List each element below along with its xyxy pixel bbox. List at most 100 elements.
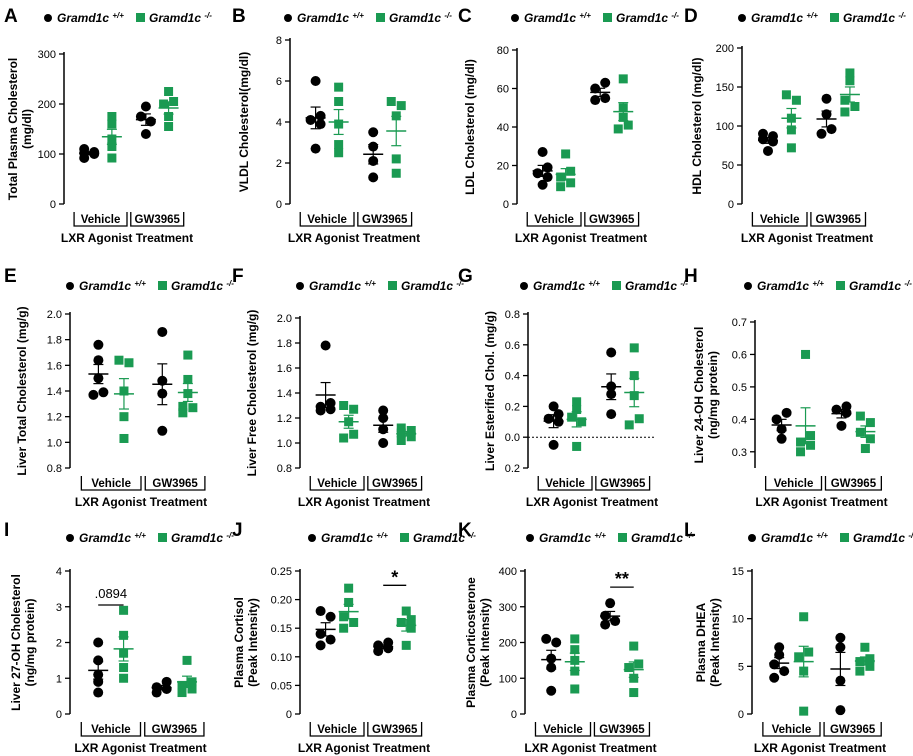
data-point-ko-vehicle	[349, 617, 359, 627]
data-point-ko-gw3965	[860, 444, 870, 454]
group-label-gw3965: GW3965	[372, 724, 418, 736]
legend-ko-label: Gramd1c -/-	[625, 279, 688, 293]
data-point-wt-gw3965	[600, 619, 611, 630]
legend-ko-label: Gramd1c -/-	[843, 11, 906, 25]
data-point-ko-vehicle	[556, 172, 566, 182]
data-point-ko-gw3965	[386, 97, 396, 106]
data-point-wt-gw3965	[816, 128, 827, 139]
data-point-wt-vehicle	[769, 659, 780, 670]
y-tick-label: 0	[276, 199, 282, 211]
data-point-ko-vehicle	[791, 95, 801, 105]
data-point-wt-gw3965	[821, 93, 832, 104]
data-point-wt-vehicle	[548, 401, 559, 412]
data-point-wt-vehicle	[310, 143, 321, 154]
data-point-ko-gw3965	[178, 401, 188, 411]
legend-ko-marker	[603, 13, 612, 22]
y-axis-label: Liver 27-OH Cholesterol (ng/mg protein)	[9, 574, 37, 711]
legend-wt-label: Gramd1c +/+	[321, 531, 388, 545]
group-label-gw3965: GW3965	[372, 478, 418, 490]
data-point-ko-gw3965	[845, 76, 855, 86]
data-point-ko-vehicle	[801, 349, 811, 359]
x-axis-label: LXR Agonist Treatment	[754, 741, 886, 755]
y-tick-label: 1.2	[277, 413, 292, 425]
data-point-wt-gw3965	[368, 172, 379, 183]
y-axis-label: Plasma Corticosterone (Peak Intensity)	[464, 577, 492, 708]
y-axis-label: Total Plasma Cholesterol (mg/dl)	[6, 58, 34, 200]
x-axis-label: LXR Agonist Treatment	[298, 495, 430, 509]
data-point-ko-vehicle	[570, 666, 580, 676]
group-label-vehicle: Vehicle	[317, 478, 357, 490]
y-tick-label: 0.10	[271, 652, 292, 664]
y-tick-label: 100	[38, 149, 56, 161]
data-point-wt-vehicle	[779, 666, 790, 677]
group-label-gw3965: GW3965	[362, 214, 408, 226]
data-point-wt-gw3965	[378, 438, 389, 448]
x-axis-label: LXR Agonist Treatment	[74, 741, 206, 755]
data-point-ko-gw3965	[629, 673, 639, 683]
group-label-vehicle: Vehicle	[760, 214, 800, 226]
y-tick-label: 200	[499, 638, 517, 650]
y-tick-label: 300	[499, 602, 517, 614]
data-point-wt-gw3965	[140, 101, 151, 112]
data-point-ko-vehicle	[119, 412, 129, 422]
data-point-ko-gw3965	[629, 641, 639, 651]
y-tick-label: 0.2	[505, 401, 520, 413]
data-point-ko-vehicle	[570, 684, 580, 694]
data-point-ko-vehicle	[334, 82, 344, 92]
data-point-wt-vehicle	[325, 634, 336, 645]
panel-letter: A	[4, 6, 18, 27]
y-tick-label: 2.0	[47, 309, 62, 321]
data-point-wt-gw3965	[378, 405, 389, 416]
data-point-ko-vehicle	[114, 355, 124, 365]
panel-i: I Gramd1c +/+ Gramd1c -/- 0 1 2 3 4 Liver 27-OH …	[4, 520, 234, 755]
legend-wt-marker	[526, 534, 534, 542]
data-point-ko-vehicle	[794, 652, 804, 662]
data-point-ko-gw3965	[865, 661, 875, 671]
y-axis-label: Plasma Cortisol (Peak Intensity)	[232, 597, 260, 688]
data-point-wt-gw3965	[600, 93, 611, 104]
group-label-vehicle: Vehicle	[534, 214, 574, 226]
panel-letter: D	[684, 6, 698, 27]
legend-wt-marker	[511, 14, 519, 22]
group-bracket	[144, 476, 206, 491]
data-point-ko-gw3965	[634, 659, 644, 669]
group-bracket	[80, 476, 142, 491]
data-point-ko-gw3965	[178, 408, 188, 418]
data-point-wt-vehicle	[310, 76, 321, 86]
data-point-ko-gw3965	[865, 654, 875, 664]
y-axis-label-line: VLDL Cholesterol(mg/dl)	[237, 52, 251, 192]
group-label-gw3965: GW3965	[830, 724, 876, 736]
data-point-ko-gw3965	[629, 688, 639, 698]
legend-ko-marker	[376, 13, 385, 22]
data-point-ko-gw3965	[164, 112, 174, 121]
panel-letter: L	[684, 520, 696, 541]
y-tick-label: 0.6	[505, 340, 520, 352]
y-axis-label: Liver Free Cholesterol (mg/g)	[245, 310, 259, 477]
y-axis-label-line: (Peak Intensity)	[708, 598, 722, 687]
significance-stars: *	[391, 567, 398, 587]
y-tick-label: 2.0	[277, 313, 292, 325]
panel-b: B Gramd1c +/+ Gramd1c -/- 0 2 4 6 8 VLDL Cholest…	[232, 6, 452, 245]
group-bracket	[762, 722, 821, 737]
legend-ko-label: Gramd1c -/-	[849, 279, 912, 293]
legend-ko-marker	[840, 533, 849, 542]
data-point-ko-gw3965	[391, 168, 401, 178]
data-point-ko-vehicle	[339, 433, 349, 443]
legend-wt-marker	[66, 282, 74, 290]
group-bracket	[595, 476, 651, 491]
data-point-ko-gw3965	[177, 680, 187, 690]
y-tick-label: 0.20	[271, 595, 292, 607]
data-point-ko-vehicle	[804, 647, 814, 657]
data-point-wt-vehicle	[763, 145, 773, 156]
y-tick-label: 0.2	[505, 463, 520, 475]
group-label-vehicle: Vehicle	[307, 214, 347, 226]
y-axis-label: Liver Total Cholesterol (mg/g)	[15, 306, 29, 475]
data-point-ko-gw3965	[855, 666, 865, 676]
data-point-ko-gw3965	[845, 68, 855, 78]
legend-ko-marker	[136, 13, 145, 22]
data-point-ko-gw3965	[177, 688, 187, 698]
legend-wt-marker	[66, 534, 74, 542]
panel-letter: C	[458, 6, 472, 27]
data-point-ko-vehicle	[119, 663, 129, 673]
